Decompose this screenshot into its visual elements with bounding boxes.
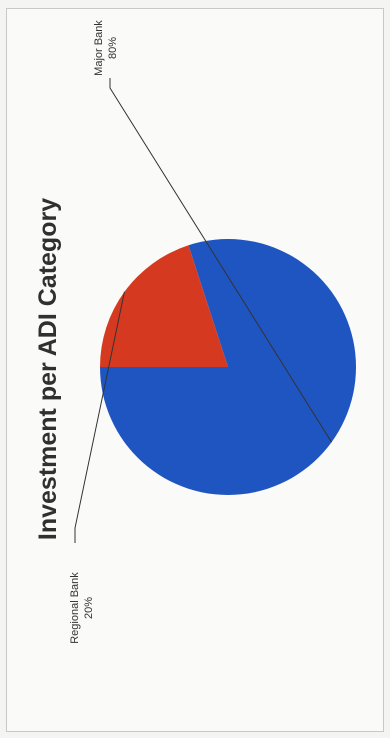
slice-label: Major Bank	[93, 20, 105, 76]
slice-label: Regional Bank	[69, 572, 81, 644]
slice-percentage: 20%	[83, 597, 95, 619]
slice-labels: Major Bank 80% Regional Bank 20%	[69, 20, 332, 644]
leader-line	[74, 291, 125, 543]
pie-slice-major-bank	[100, 239, 356, 495]
leader-line	[109, 78, 332, 443]
pie-slices	[100, 239, 356, 495]
slice-percentage: 80%	[107, 37, 119, 59]
pie-slice-regional-bank	[100, 245, 228, 367]
chart-title: Investment per ADI Category	[34, 198, 62, 540]
